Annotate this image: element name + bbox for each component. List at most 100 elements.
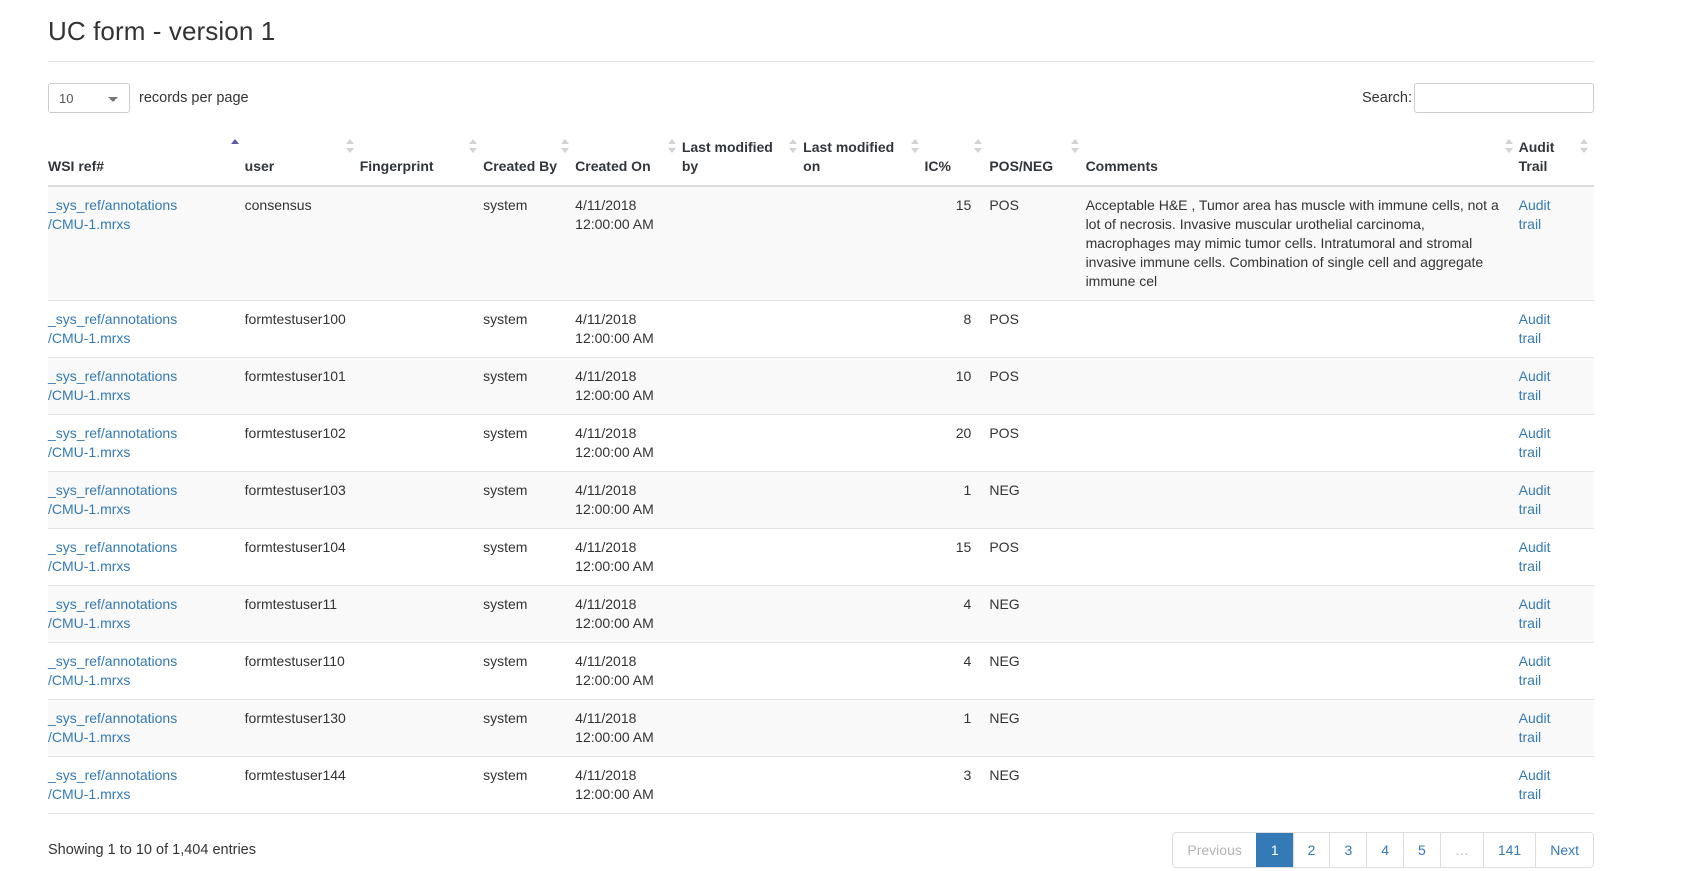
cell-created-by: system: [483, 756, 576, 814]
column-header-last-modified-by[interactable]: Last modified by: [681, 130, 804, 187]
cell-wsi-ref: _sys_ref/annotations/CMU-1.mrxs: [48, 300, 245, 358]
audit-trail-link[interactable]: Audit trail: [1518, 710, 1551, 745]
wsi-ref-line-2: /CMU-1.mrxs: [48, 729, 131, 745]
column-label-created-on: Created On: [575, 158, 651, 174]
pagination-button-2[interactable]: 2: [1292, 833, 1330, 867]
audit-trail-link[interactable]: Audit trail: [1518, 425, 1551, 460]
pagination-button-141[interactable]: 141: [1482, 833, 1536, 867]
cell-fingerprint: [359, 357, 484, 415]
column-label-wsi-ref: WSI ref#: [48, 158, 105, 174]
wsi-ref-link[interactable]: _sys_ref/annotations/CMU-1.mrxs: [48, 709, 227, 747]
cell-user: formtestuser101: [244, 357, 360, 415]
column-header-created-by[interactable]: Created By: [483, 130, 576, 187]
column-header-wsi-ref[interactable]: WSI ref#: [48, 130, 245, 187]
created-on-date: 4/11/2018: [575, 767, 637, 783]
sort-arrows-icon: [789, 139, 798, 153]
cell-last-modified-by: [681, 756, 804, 814]
cell-user: formtestuser130: [244, 699, 360, 757]
pagination-button-5[interactable]: 5: [1403, 833, 1440, 867]
column-header-created-on[interactable]: Created On: [575, 130, 682, 187]
cell-pos-neg: POS: [989, 186, 1086, 301]
cell-fingerprint: [359, 414, 484, 472]
created-on-time: 12:00:00 AM: [575, 615, 654, 631]
column-header-comments[interactable]: Comments: [1085, 130, 1519, 187]
created-on-date: 4/11/2018: [575, 653, 637, 669]
cell-pos-neg: NEG: [989, 642, 1086, 700]
cell-last-modified-on: [803, 699, 925, 757]
wsi-ref-link[interactable]: _sys_ref/annotations/CMU-1.mrxs: [48, 310, 227, 348]
audit-trail-link[interactable]: Audit trail: [1518, 368, 1551, 403]
page-title: UC form - version 1: [48, 16, 276, 46]
records-per-page-select[interactable]: 102550100: [48, 83, 130, 113]
cell-fingerprint: [359, 186, 484, 301]
cell-fingerprint: [359, 642, 484, 700]
pagination-button-previous[interactable]: Previous: [1173, 833, 1256, 867]
audit-trail-link[interactable]: Audit trail: [1518, 653, 1551, 688]
pagination-button-1[interactable]: 1: [1255, 833, 1293, 867]
cell-audit-trail: Audit trail: [1518, 414, 1594, 472]
table-row: _sys_ref/annotations/CMU-1.mrxs formtestu…: [48, 414, 1594, 472]
wsi-ref-line-2: /CMU-1.mrxs: [48, 786, 131, 802]
wsi-ref-link[interactable]: _sys_ref/annotations/CMU-1.mrxs: [48, 595, 227, 633]
audit-trail-link[interactable]: Audit trail: [1518, 197, 1551, 232]
wsi-ref-link[interactable]: _sys_ref/annotations/CMU-1.mrxs: [48, 367, 227, 405]
cell-user: consensus: [244, 186, 360, 301]
cell-wsi-ref: _sys_ref/annotations/CMU-1.mrxs: [48, 357, 245, 415]
wsi-ref-link[interactable]: _sys_ref/annotations/CMU-1.mrxs: [48, 766, 227, 804]
created-on-date: 4/11/2018: [575, 368, 637, 384]
audit-trail-link[interactable]: Audit trail: [1518, 482, 1551, 517]
cell-comments: [1085, 642, 1519, 700]
column-header-user[interactable]: user: [244, 130, 360, 187]
audit-trail-link[interactable]: Audit trail: [1518, 596, 1551, 631]
cell-comments: [1085, 300, 1519, 358]
cell-fingerprint: [359, 471, 484, 529]
cell-wsi-ref: _sys_ref/annotations/CMU-1.mrxs: [48, 414, 245, 472]
cell-fingerprint: [359, 585, 484, 643]
wsi-ref-link[interactable]: _sys_ref/annotations/CMU-1.mrxs: [48, 538, 227, 576]
sort-arrows-icon: [667, 139, 677, 153]
wsi-ref-link[interactable]: _sys_ref/annotations/CMU-1.mrxs: [48, 196, 227, 234]
wsi-ref-line-2: /CMU-1.mrxs: [48, 672, 131, 688]
table-row: _sys_ref/annotations/CMU-1.mrxs formtestu…: [48, 357, 1594, 415]
cell-audit-trail: Audit trail: [1518, 585, 1594, 643]
cell-ic-percent: 3: [924, 756, 990, 814]
wsi-ref-link[interactable]: _sys_ref/annotations/CMU-1.mrxs: [48, 424, 227, 462]
pagination-button-3[interactable]: 3: [1329, 833, 1367, 867]
cell-wsi-ref: _sys_ref/annotations/CMU-1.mrxs: [48, 471, 245, 529]
wsi-ref-line-1: _sys_ref/annotations: [48, 311, 178, 327]
audit-trail-link[interactable]: Audit trail: [1518, 767, 1551, 802]
audit-trail-link[interactable]: Audit trail: [1518, 539, 1551, 574]
pagination-button-next[interactable]: Next: [1535, 833, 1593, 867]
column-header-ic-percent[interactable]: IC%: [924, 130, 990, 187]
cell-audit-trail: Audit trail: [1518, 300, 1594, 358]
cell-pos-neg: POS: [989, 528, 1086, 586]
column-header-last-modified-on[interactable]: Last modified on: [803, 130, 925, 187]
pagination-button-4[interactable]: 4: [1366, 833, 1404, 867]
created-on-date: 4/11/2018: [575, 539, 637, 555]
wsi-ref-line-2: /CMU-1.mrxs: [48, 216, 131, 232]
search-input[interactable]: [1414, 83, 1594, 113]
sort-arrows-icon: [345, 139, 355, 153]
cell-ic-percent: 1: [924, 471, 990, 529]
wsi-ref-line-1: _sys_ref/annotations: [48, 596, 178, 612]
cell-created-by: system: [483, 528, 576, 586]
cell-pos-neg: POS: [989, 300, 1086, 358]
cell-audit-trail: Audit trail: [1518, 642, 1594, 700]
audit-trail-link[interactable]: Audit trail: [1518, 311, 1551, 346]
cell-created-on: 4/11/2018 12:00:00 AM: [575, 414, 682, 472]
wsi-ref-link[interactable]: _sys_ref/annotations/CMU-1.mrxs: [48, 652, 227, 690]
wsi-ref-line-1: _sys_ref/annotations: [48, 767, 178, 783]
table-footer: Showing 1 to 10 of 1,404 entries Previou…: [48, 832, 1594, 868]
cell-last-modified-on: [803, 642, 925, 700]
cell-comments: [1085, 756, 1519, 814]
column-header-pos-neg[interactable]: POS/NEG: [989, 130, 1086, 187]
column-header-fingerprint[interactable]: Fingerprint: [359, 130, 484, 187]
column-header-audit-trail[interactable]: Audit Trail: [1518, 130, 1594, 187]
wsi-ref-line-2: /CMU-1.mrxs: [48, 387, 131, 403]
wsi-ref-link[interactable]: _sys_ref/annotations/CMU-1.mrxs: [48, 481, 227, 519]
cell-created-on: 4/11/2018 12:00:00 AM: [575, 300, 682, 358]
cell-wsi-ref: _sys_ref/annotations/CMU-1.mrxs: [48, 756, 245, 814]
table-row: _sys_ref/annotations/CMU-1.mrxs formtestu…: [48, 471, 1594, 529]
cell-last-modified-by: [681, 528, 804, 586]
cell-user: formtestuser103: [244, 471, 360, 529]
